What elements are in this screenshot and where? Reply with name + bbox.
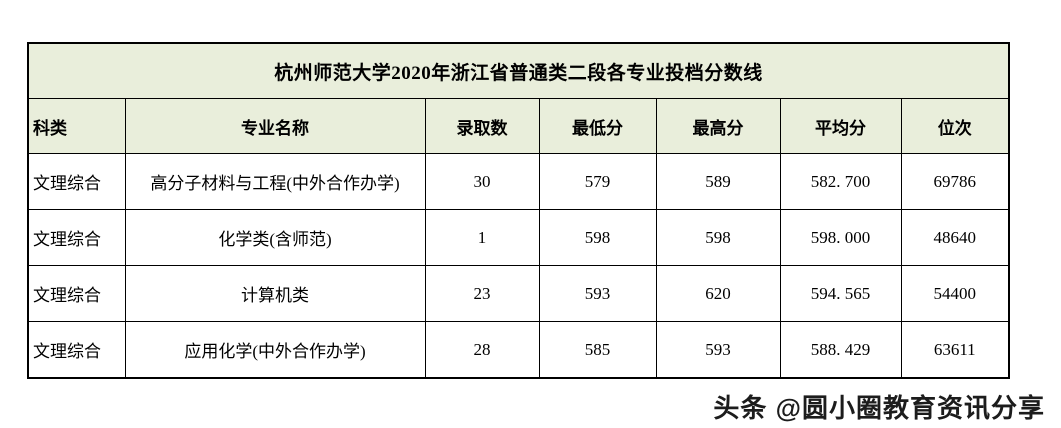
table-row: 文理综合 计算机类 23 593 620 594. 565 54400 <box>27 265 1010 322</box>
table-cell: 文理综合 <box>27 321 126 379</box>
table-cell: 28 <box>424 321 540 379</box>
table-header-row: 科类 专业名称 录取数 最低分 最高分 平均分 位次 <box>27 98 1010 154</box>
header-cell: 科类 <box>27 98 126 154</box>
table-cell: 计算机类 <box>124 265 426 322</box>
table-cell: 582. 700 <box>779 153 902 210</box>
header-cell: 专业名称 <box>124 98 426 154</box>
table-cell: 23 <box>424 265 540 322</box>
table-cell: 化学类(含师范) <box>124 209 426 266</box>
table-cell: 69786 <box>900 153 1010 210</box>
table-cell: 588. 429 <box>779 321 902 379</box>
table-row: 文理综合 高分子材料与工程(中外合作办学) 30 579 589 582. 700 6978… <box>27 153 1010 210</box>
table-cell: 579 <box>538 153 657 210</box>
table-cell: 48640 <box>900 209 1010 266</box>
table-title-row: 杭州师范大学2020年浙江省普通类二段各专业投档分数线 <box>27 42 1010 99</box>
table-body: 文理综合 高分子材料与工程(中外合作办学) 30 579 589 582. 700 6978… <box>27 153 1010 379</box>
header-cell: 位次 <box>900 98 1010 154</box>
table-cell: 585 <box>538 321 657 379</box>
table-cell: 文理综合 <box>27 209 126 266</box>
table-cell: 30 <box>424 153 540 210</box>
table-cell: 1 <box>424 209 540 266</box>
table-cell: 598 <box>538 209 657 266</box>
table-row: 文理综合 化学类(含师范) 1 598 598 598. 000 48640 <box>27 209 1010 266</box>
table-cell: 文理综合 <box>27 265 126 322</box>
table-cell: 620 <box>655 265 781 322</box>
admission-score-table: 杭州师范大学2020年浙江省普通类二段各专业投档分数线 科类 专业名称 录取数 最低分… <box>27 42 1010 379</box>
table-cell: 598. 000 <box>779 209 902 266</box>
table-title: 杭州师范大学2020年浙江省普通类二段各专业投档分数线 <box>27 42 1010 99</box>
table-cell: 63611 <box>900 321 1010 379</box>
table-cell: 593 <box>655 321 781 379</box>
watermark: 头条 @圆小圈教育资讯分享 <box>713 393 1045 423</box>
table-cell: 高分子材料与工程(中外合作办学) <box>124 153 426 210</box>
table-cell: 598 <box>655 209 781 266</box>
table-cell: 589 <box>655 153 781 210</box>
table-cell: 应用化学(中外合作办学) <box>124 321 426 379</box>
table-cell: 593 <box>538 265 657 322</box>
header-cell: 最高分 <box>655 98 781 154</box>
table-cell: 54400 <box>900 265 1010 322</box>
header-cell: 录取数 <box>424 98 540 154</box>
table-cell: 文理综合 <box>27 153 126 210</box>
header-cell: 平均分 <box>779 98 902 154</box>
table-cell: 594. 565 <box>779 265 902 322</box>
table-row: 文理综合 应用化学(中外合作办学) 28 585 593 588. 429 63611 <box>27 321 1010 379</box>
header-cell: 最低分 <box>538 98 657 154</box>
